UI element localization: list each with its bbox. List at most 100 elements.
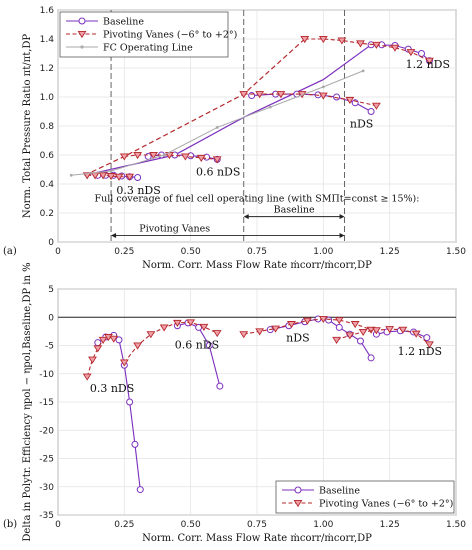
x-tick-label: 0: [55, 247, 61, 257]
y-tick-label: -20: [39, 426, 54, 436]
series-1-point: [119, 359, 129, 367]
x-tick-label: 0.25: [114, 247, 134, 257]
x-tick-label: 1.25: [380, 520, 400, 530]
series-1-point: [345, 332, 355, 340]
series-0-point: [367, 354, 375, 362]
y-tick-label: 0.8: [40, 122, 55, 132]
legend-entry: Pivoting Vanes (−6° to +2°): [319, 499, 453, 510]
legend-entry: FC Operating Line: [103, 43, 193, 54]
series-0-point: [216, 382, 224, 390]
y-tick-label: 0.6: [40, 151, 55, 161]
series-0-point: [115, 336, 123, 344]
series-1-point: [114, 173, 124, 181]
y-tick-label: -35: [39, 511, 54, 521]
y-tick-label: 0.2: [40, 209, 54, 219]
fc-point: [109, 169, 113, 173]
series-1-point: [88, 356, 97, 364]
series-0-point: [136, 486, 144, 494]
series-1-point: [385, 326, 395, 334]
series-0-point: [248, 92, 256, 100]
x-tick-label: 0.50: [181, 520, 201, 530]
y-tick-label: 1.0: [40, 93, 55, 103]
series-1-point: [356, 40, 365, 48]
series-1-point: [271, 325, 280, 333]
series-0-point: [356, 337, 364, 345]
series-1-point: [133, 342, 143, 350]
series-0-point: [131, 440, 139, 448]
legend: Baseline Pivoting Vanes (−6° to +2°) FC Op…: [59, 11, 237, 58]
series-1-point: [239, 91, 249, 99]
y-tick-label: 0.4: [40, 180, 55, 190]
x-tick-label: 0.75: [247, 520, 267, 530]
series-1-point: [98, 172, 108, 180]
series-0-point: [335, 323, 343, 331]
series-1-point: [172, 319, 182, 327]
y-tick-label: -30: [39, 483, 54, 493]
speed-label: 0.3 nDS: [116, 184, 160, 197]
series-1-point: [98, 336, 108, 344]
coverage-note: Full coverage of fuel cell operating lin…: [95, 193, 420, 204]
legend-marker-1: [77, 31, 87, 39]
series-1-point: [212, 156, 222, 164]
y-tick-label: -15: [39, 398, 54, 408]
series-1-point: [186, 319, 196, 327]
series-1-point: [255, 328, 265, 336]
series-1-point: [318, 36, 328, 44]
y-tick-label: -10: [39, 370, 54, 380]
x-axis-label: Norm. Corr. Mass Flow Rate ṁcorr/ṁcorr,D…: [142, 533, 372, 544]
x-tick-label: 0.50: [181, 247, 201, 257]
panel-label: (b): [3, 519, 17, 530]
series-1-point: [255, 91, 265, 99]
series-1-point: [239, 331, 249, 339]
series-1-point: [180, 153, 190, 161]
x-axis-label: Norm. Corr. Mass Flow Rate ṁcorr/ṁcorr,D…: [142, 260, 372, 271]
baseline-range-arrow-head-left: [243, 214, 249, 220]
series-1-point: [303, 317, 312, 325]
range-label-baseline: Baseline: [274, 205, 315, 216]
series-1-point: [332, 336, 342, 344]
series-1-point: [125, 173, 135, 181]
x-tick-label: 1.50: [446, 247, 466, 257]
legend: Baseline Pivoting Vanes (−6° to +2°): [275, 480, 455, 514]
legend-box: [275, 480, 455, 514]
series-1-point: [149, 152, 158, 160]
series-1-point: [345, 96, 355, 104]
y-axis-label: Delta in Polytr. Efficiency ηpol − ηpol,…: [22, 262, 33, 541]
y-tick-label: 1.2: [40, 64, 54, 74]
series-1-point: [371, 102, 381, 110]
legend-marker-1: [293, 500, 303, 508]
series-1-point: [109, 335, 119, 343]
speed-label: nDS: [286, 332, 309, 345]
x-tick-label: 1.50: [446, 520, 466, 530]
fc-point: [321, 85, 325, 89]
pivoting-operating-line: [84, 38, 306, 176]
series-1-point: [119, 153, 129, 161]
series-0-point: [333, 93, 341, 101]
series-1-point: [337, 37, 347, 45]
series-1-point: [371, 41, 381, 49]
series-1-point: [276, 91, 286, 99]
y-tick-label: 5: [48, 285, 54, 295]
y-tick-label: -25: [39, 455, 54, 465]
y-axis-label: Norm. Total Pressure Ratio πt/πt,DP: [22, 34, 33, 219]
series-0-point: [144, 152, 152, 160]
baseline-range-arrow-head-right: [339, 214, 345, 220]
fc-point: [69, 173, 73, 177]
series-1-point: [199, 323, 209, 331]
speed-label: 1.2 nDS: [398, 345, 442, 358]
x-tick-label: 0: [55, 520, 61, 530]
series-1-point: [358, 328, 368, 337]
series-1-point: [106, 173, 116, 181]
speed-label: nDS: [350, 117, 373, 130]
series-1-point: [146, 331, 156, 339]
legend-marker-2: [80, 45, 84, 49]
fc-point: [268, 105, 272, 109]
y-tick-label: 1.6: [40, 6, 55, 16]
x-tick-label: 1.00: [313, 247, 333, 257]
speed-label: 0.3 nDS: [90, 382, 134, 395]
y-tick-label: -5: [45, 342, 54, 352]
series-0-point: [423, 334, 431, 342]
series-1-point: [411, 330, 421, 338]
fc-point: [215, 126, 219, 129]
series-1-point: [350, 321, 360, 329]
